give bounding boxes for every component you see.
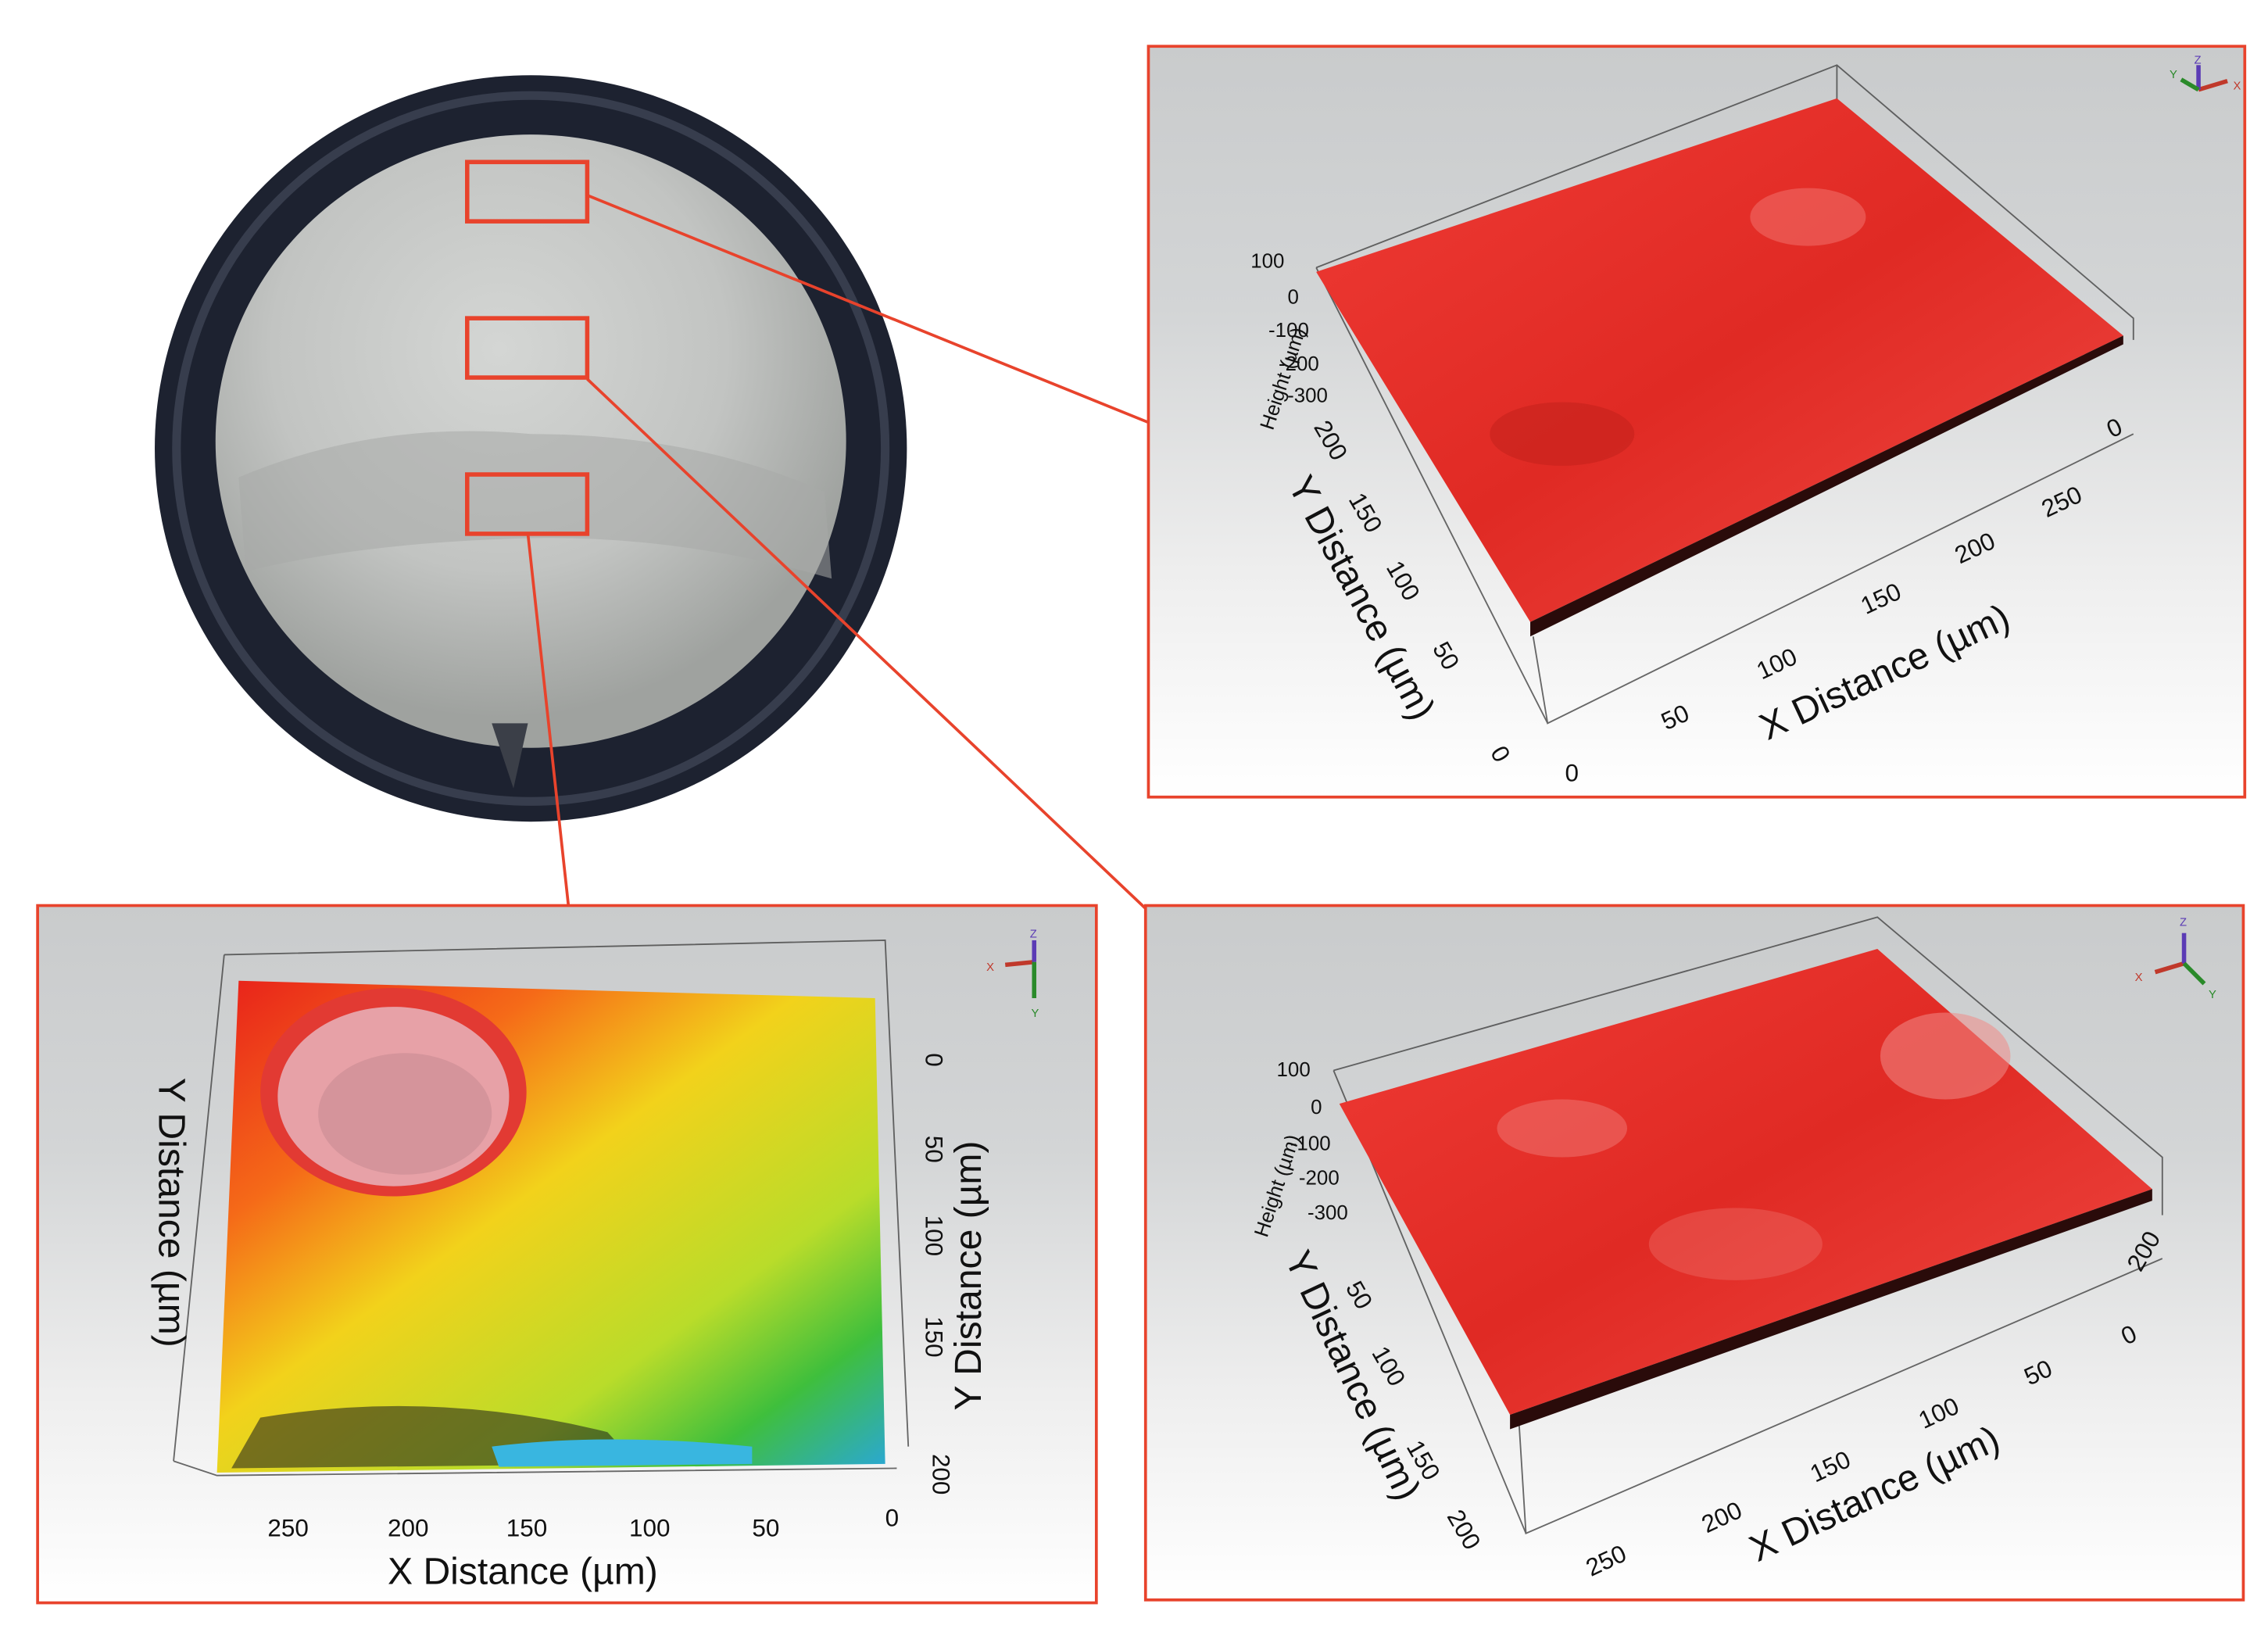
svg-text:Z: Z [2195, 54, 2202, 66]
svg-text:X: X [2135, 972, 2143, 984]
svg-text:Y: Y [1032, 1008, 1039, 1020]
region-box-middle [465, 316, 590, 380]
x-tick: 100 [629, 1514, 670, 1541]
y-tick-right: 0 [920, 1053, 947, 1067]
height-tick: 0 [1288, 287, 1299, 309]
height-tick: -200 [1279, 353, 1319, 375]
svg-text:X: X [986, 961, 994, 974]
height-tick: 100 [1277, 1059, 1311, 1081]
region-box-bottom [465, 472, 590, 536]
x-tick: 250 [267, 1514, 308, 1541]
svg-text:Z: Z [2180, 916, 2187, 929]
y-axis-label-left: Y Distance (µm) [151, 1078, 193, 1348]
panel-bottom-right: Height (µm) 100 0 -100 -200 -300 50 100 … [1143, 904, 2245, 1602]
height-tick: -300 [1307, 1202, 1348, 1224]
sample-photo [155, 75, 907, 822]
callout-line-bottom [526, 533, 571, 906]
axis-triad-icon: X Y Z [986, 928, 1039, 1020]
surface-map-top [1316, 98, 2123, 622]
panel-top-right: Height (µm) 100 0 -100 -200 -300 200 150… [1147, 45, 2247, 799]
region-box-top [465, 159, 590, 224]
svg-text:Y: Y [2209, 989, 2216, 1001]
y-tick-right: 200 [928, 1454, 955, 1494]
y-tick-right: 100 [920, 1215, 947, 1256]
panel-bottom-left: 0 50 100 150 200 250 X Distance (µm) 0 5… [36, 904, 1098, 1605]
x-tick: 0 [885, 1504, 900, 1531]
height-tick: -300 [1287, 385, 1328, 406]
x-tick: 150 [506, 1514, 547, 1541]
x-tick: 50 [752, 1514, 779, 1541]
height-tick: -200 [1299, 1168, 1340, 1190]
callout-lines [526, 194, 1150, 910]
y-tick-right: 50 [920, 1136, 947, 1163]
y-axis-label-right: Y Distance (µm) [947, 1140, 989, 1410]
axis-triad-icon: X Y Z [2170, 54, 2241, 92]
x-tick: 0 [1565, 759, 1579, 786]
callout-line-middle [586, 378, 1147, 910]
axis-triad-icon: X Y Z [2135, 916, 2216, 1001]
height-tick: 100 [1250, 250, 1284, 272]
callout-line-top [586, 194, 1150, 424]
svg-text:Y: Y [2170, 69, 2177, 81]
svg-text:X: X [2233, 81, 2241, 93]
x-tick: 200 [388, 1514, 428, 1541]
height-tick: 0 [1311, 1097, 1322, 1119]
height-tick: -100 [1290, 1133, 1331, 1154]
x-axis-label: X Distance (µm) [388, 1551, 658, 1593]
svg-text:Z: Z [1030, 928, 1037, 940]
y-tick-right: 150 [920, 1316, 947, 1357]
height-tick: -100 [1268, 320, 1309, 342]
